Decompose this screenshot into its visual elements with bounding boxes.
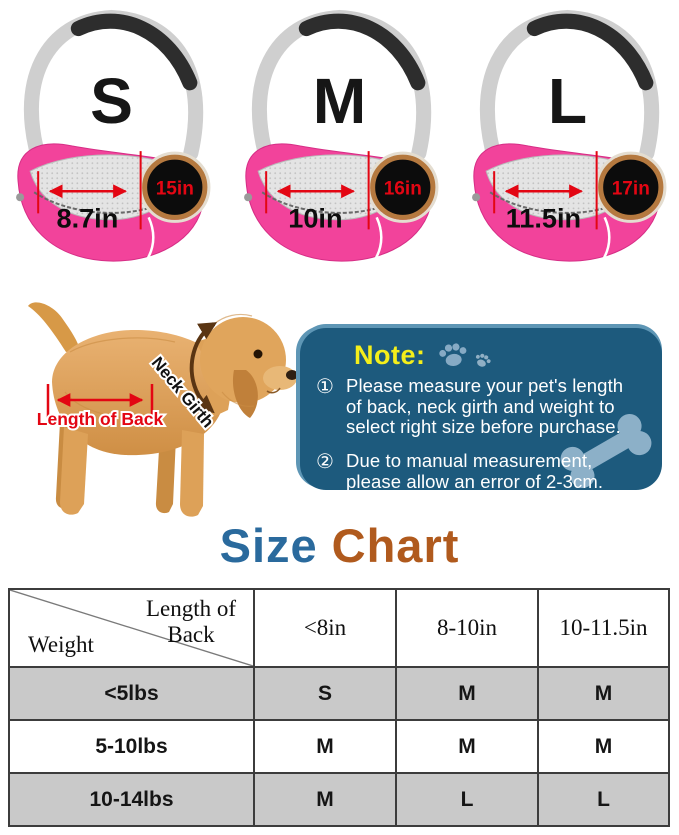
size-letter: L [548, 65, 587, 137]
size-letter: M [313, 65, 367, 137]
size-cell: M [253, 772, 397, 827]
size-cell: M [395, 666, 539, 721]
column-header: 10-11.5in [537, 588, 670, 668]
column-header: <8in [253, 588, 397, 668]
row-header-weight: 5-10lbs [8, 719, 255, 774]
size-cell: M [537, 666, 670, 721]
page-title: Size Chart [0, 518, 679, 573]
bag-opening-measurement: 15in [156, 178, 194, 199]
column-header: 8-10in [395, 588, 539, 668]
note-title: Note: [354, 339, 426, 370]
dog-measurement-diagram: Neck Girth Length of Back [0, 272, 300, 520]
size-cell: M [395, 719, 539, 774]
length-of-back-label: Length of Back [37, 409, 164, 429]
paw-icon [438, 343, 466, 366]
bag-opening-measurement: 16in [384, 178, 422, 199]
corner-label-length-of-back: Length of Back [145, 596, 237, 648]
size-cell: M [253, 719, 397, 774]
table-header-row: Length of Back Weight <8in 8-10in 10-11.… [8, 588, 670, 668]
curved-arrow-icon [189, 322, 218, 414]
bag-width-measurement: 8.7in [57, 202, 119, 233]
table-row: 10-14lbs M L L [8, 772, 670, 827]
size-chart-table: Length of Back Weight <8in 8-10in 10-11.… [8, 588, 670, 827]
table-row: 5-10lbs M M M [8, 719, 670, 774]
size-cell: M [537, 719, 670, 774]
bag-size-s: S 8.7in 15in [0, 0, 223, 272]
note-item-2: ② Due to manual measurement, please allo… [316, 450, 644, 492]
circled-number-2: ② [316, 451, 334, 474]
title-word-chart: Chart [331, 519, 460, 572]
bag-size-l: L 11.5in 17in [456, 0, 679, 272]
corner-label-weight: Weight [28, 632, 94, 657]
circled-number-1: ① [316, 376, 334, 398]
note-item-text: Due to manual measurement, please allow … [346, 450, 604, 492]
table-row: <5lbs S M M [8, 666, 670, 721]
bag-width-measurement: 10in [288, 202, 342, 233]
size-cell: S [253, 666, 397, 721]
dog-photo [28, 302, 298, 517]
diagonal-divider [10, 590, 253, 666]
note-item-1: ① Please measure your pet's length of ba… [316, 375, 644, 438]
double-arrow-icon [46, 384, 154, 424]
note-item-text: Please measure your pet's length of back… [346, 375, 624, 438]
size-cell: L [395, 772, 539, 827]
title-word-size: Size [219, 519, 318, 572]
size-comparison-row: S 8.7in 15in M 10in 16in L 11.5in 17in [0, 0, 679, 272]
bag-width-measurement: 11.5in [506, 202, 581, 233]
paw-icon [475, 353, 491, 367]
bone-icon [560, 413, 652, 489]
row-header-weight: <5lbs [8, 666, 255, 721]
note-box: Note: ① Please measure your pet's length… [300, 328, 662, 492]
row-header-weight: 10-14lbs [8, 772, 255, 827]
size-cell: L [537, 772, 670, 827]
bag-size-m: M 10in 16in [228, 0, 451, 272]
bag-opening-measurement: 17in [612, 178, 650, 199]
size-letter: S [90, 65, 133, 137]
table-corner-cell: Length of Back Weight [8, 588, 255, 668]
